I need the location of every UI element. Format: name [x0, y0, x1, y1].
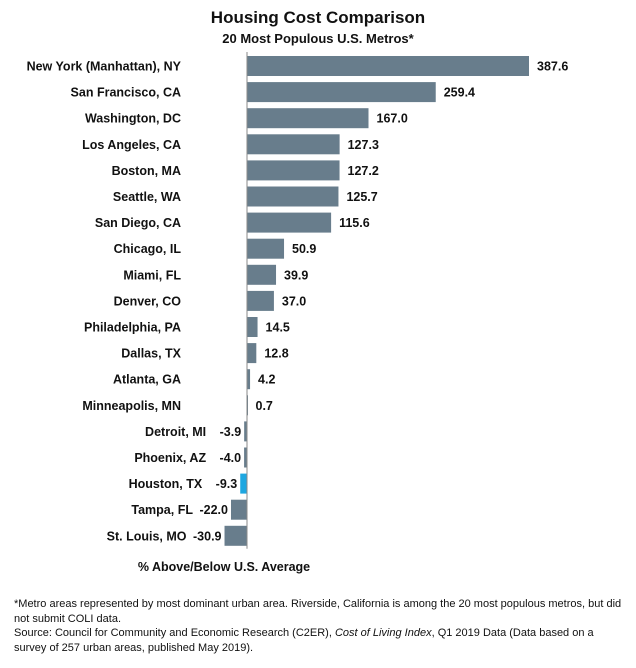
source-suffix: , Q1 2019 Data (Data based on a survey o…	[14, 627, 594, 654]
bar-los-angeles-ca	[247, 134, 340, 155]
value-label-st-louis-mo: -30.9	[193, 529, 222, 543]
value-label-atlanta-ga: 4.2	[258, 373, 275, 387]
category-label-los-angeles-ca: Los Angeles, CA	[82, 138, 181, 152]
category-label-miami-fl: Miami, FL	[123, 268, 181, 282]
category-label-minneapolis-mn: Minneapolis, MN	[82, 399, 181, 413]
category-label-washington-dc: Washington, DC	[85, 112, 181, 126]
chart-title: Housing Cost Comparison	[210, 8, 426, 27]
bar-detroit-mi	[244, 421, 247, 442]
category-label-detroit-mi: Detroit, MI	[145, 425, 206, 439]
value-label-seattle-wa: 125.7	[346, 190, 377, 204]
bars-layer	[224, 56, 529, 546]
bar-chart: New York (Manhattan), NY San Francisco, C…	[27, 52, 568, 574]
value-label-phoenix-az: -4.0	[220, 451, 242, 465]
category-label-dallas-tx: Dallas, TX	[121, 347, 181, 361]
bar-houston-tx	[240, 473, 247, 494]
value-label-denver-co: 37.0	[282, 294, 306, 308]
category-label-san-diego-ca: San Diego, CA	[95, 216, 181, 230]
value-label-tampa-fl: -22.0	[199, 503, 228, 517]
bar-tampa-fl	[230, 499, 247, 520]
category-label-phoenix-az: Phoenix, AZ	[134, 451, 206, 465]
bar-phoenix-az	[244, 447, 247, 468]
value-label-minneapolis-mn: 0.7	[256, 399, 273, 413]
value-labels: 387.6 259.4 167.0 127.3 127.2 125.7 115.6 50.9 3…	[193, 60, 568, 544]
value-label-dallas-tx: 12.8	[264, 347, 288, 361]
bar-chicago-il	[247, 238, 285, 259]
value-label-miami-fl: 39.9	[284, 268, 308, 282]
category-label-new-york-manhattan-ny: New York (Manhattan), NY	[27, 60, 182, 74]
category-label-houston-tx: Houston, TX	[129, 477, 203, 491]
value-label-washington-dc: 167.0	[377, 112, 408, 126]
value-label-san-francisco-ca: 259.4	[444, 86, 475, 100]
category-label-chicago-il: Chicago, IL	[114, 242, 182, 256]
source-title: Cost of Living Index	[334, 627, 432, 639]
category-label-atlanta-ga: Atlanta, GA	[113, 373, 181, 387]
value-label-philadelphia-pa: 14.5	[266, 321, 290, 335]
category-label-san-francisco-ca: San Francisco, CA	[71, 86, 181, 100]
category-label-st-louis-mo: St. Louis, MO	[107, 529, 187, 543]
bar-san-diego-ca	[247, 212, 332, 233]
bar-atlanta-ga	[247, 369, 251, 390]
category-label-denver-co: Denver, CO	[114, 294, 182, 308]
bar-denver-co	[247, 290, 274, 311]
bar-seattle-wa	[247, 186, 339, 207]
category-labels: New York (Manhattan), NY San Francisco, C…	[27, 60, 207, 544]
category-label-tampa-fl: Tampa, FL	[131, 503, 193, 517]
chart-subtitle: 20 Most Populous U.S. Metros*	[222, 31, 414, 46]
value-label-los-angeles-ca: 127.3	[348, 138, 379, 152]
source-note: Source: Council for Community and Econom…	[14, 626, 629, 655]
bar-boston-ma	[247, 160, 340, 181]
category-label-boston-ma: Boston, MA	[112, 164, 181, 178]
value-label-boston-ma: 127.2	[348, 164, 379, 178]
bar-miami-fl	[247, 264, 277, 285]
bar-st-louis-mo	[224, 525, 247, 546]
value-label-san-diego-ca: 115.6	[339, 216, 370, 230]
bar-dallas-tx	[247, 343, 257, 364]
value-label-chicago-il: 50.9	[292, 242, 316, 256]
category-label-seattle-wa: Seattle, WA	[113, 190, 181, 204]
bar-new-york-manhattan-ny	[247, 56, 529, 76]
bar-washington-dc	[247, 108, 369, 129]
bar-san-francisco-ca	[247, 82, 436, 103]
bar-philadelphia-pa	[247, 317, 258, 337]
source-prefix: Source: Council for Community and Econom…	[14, 627, 335, 639]
value-label-new-york-manhattan-ny: 387.6	[537, 60, 568, 74]
x-axis-label: % Above/Below U.S. Average	[138, 560, 310, 574]
footnote: *Metro areas represented by most dominan…	[14, 598, 622, 625]
value-label-houston-tx: -9.3	[216, 477, 238, 491]
value-label-detroit-mi: -3.9	[220, 425, 242, 439]
category-label-philadelphia-pa: Philadelphia, PA	[84, 321, 181, 335]
